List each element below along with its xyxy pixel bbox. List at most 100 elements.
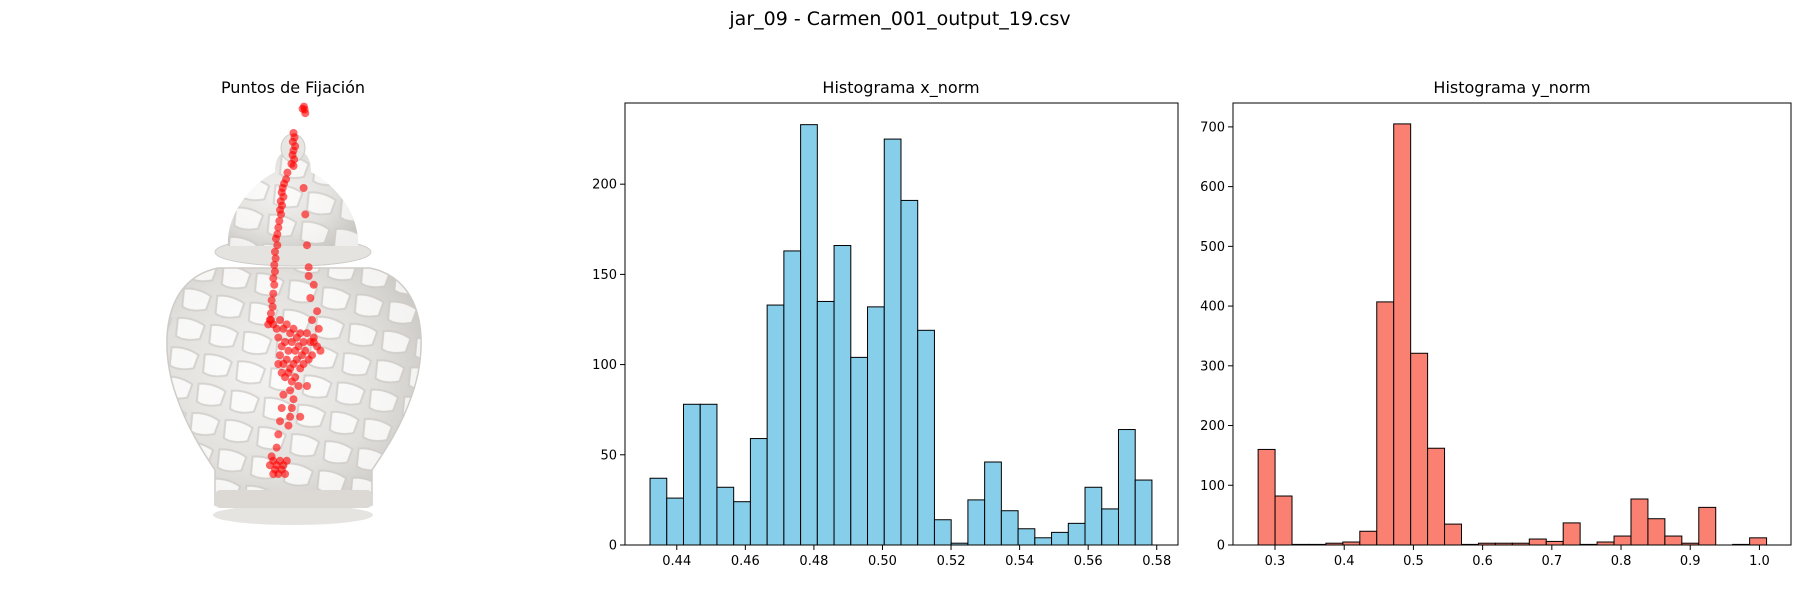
histogram-x-bar <box>682 403 701 546</box>
histogram-y-xtick-label: 0.5 <box>1403 554 1424 569</box>
histogram-y-ytick-label: 100 <box>1200 479 1225 494</box>
fixation-point <box>281 338 290 346</box>
histogram-x-title: Histograma x_norm <box>822 78 979 98</box>
fixation-point <box>294 342 303 351</box>
fixation-point <box>277 210 286 219</box>
histogram-y-bar <box>1257 448 1276 546</box>
fixation-point <box>266 309 275 318</box>
fixation-point <box>289 162 298 170</box>
histogram-y-bar <box>1630 498 1649 546</box>
histogram-y-ytick-label: 600 <box>1200 180 1225 195</box>
histogram-x-bar <box>783 250 802 546</box>
fixation-point <box>302 329 311 338</box>
fixation-point <box>291 373 300 382</box>
histogram-y-bar <box>1444 523 1463 546</box>
histogram-y-bar <box>1410 352 1429 546</box>
fixation-point <box>282 355 291 364</box>
fixation-point <box>270 247 279 256</box>
fixation-point <box>296 412 305 421</box>
histogram-x-xtick-label: 0.52 <box>937 554 966 569</box>
histogram-y-bar <box>1274 495 1293 546</box>
histogram-x-bar <box>900 199 919 546</box>
histogram-y-panel: Histograma y_norm 0.3 0.4 0.5 0.6 0.7 0.8 0.9 1… <box>1200 78 1792 569</box>
fixation-point <box>304 272 313 280</box>
histogram-y-bar <box>1562 522 1581 546</box>
histogram-x-bar <box>816 300 835 546</box>
histogram-x-bar <box>1084 486 1103 546</box>
fixation-point <box>272 324 281 333</box>
histogram-x-bar <box>917 329 935 546</box>
histogram-x-bar <box>1101 508 1119 546</box>
fixation-point <box>294 382 303 390</box>
histogram-x-ytick-label: 50 <box>600 448 617 463</box>
histogram-x-bar <box>716 486 735 546</box>
histogram-x-bar <box>1051 531 1069 546</box>
histogram-x-bar <box>1034 537 1053 546</box>
fixation-point <box>265 461 274 470</box>
fixation-point <box>267 296 276 305</box>
fixation-point <box>283 168 292 177</box>
fixation-point <box>299 184 308 192</box>
fixation-point <box>277 404 286 412</box>
histogram-y-bar <box>1698 506 1717 546</box>
fixation-point <box>292 355 301 364</box>
fixation-point <box>276 316 285 324</box>
histogram-x-ytick-label: 200 <box>592 178 617 193</box>
fixation-point <box>275 217 284 225</box>
histogram-x-bar <box>1117 429 1136 546</box>
fixation-point <box>274 360 283 368</box>
histogram-x-ytick-label: 0 <box>609 539 617 554</box>
fixation-point <box>309 280 318 289</box>
histogram-y-ytick-label: 400 <box>1200 300 1225 315</box>
fixation-point <box>276 417 285 426</box>
fixation-point <box>287 404 296 412</box>
histogram-y-xtick-label: 0.8 <box>1611 554 1632 569</box>
histogram-x-bar <box>649 477 668 546</box>
fixation-point <box>308 351 317 360</box>
histogram-x-axes: 0.44 0.46 0.48 0.50 0.52 0.54 0.56 0.58 0 50 100 15… <box>592 102 1179 569</box>
histogram-x-xtick-label: 0.48 <box>799 554 828 569</box>
histogram-x-bar <box>1134 479 1153 546</box>
fixation-point <box>269 289 278 298</box>
histogram-y-bar <box>1528 538 1547 546</box>
fixation-point <box>281 470 290 478</box>
fixation-point <box>284 421 293 430</box>
fixation-point <box>301 210 310 219</box>
histogram-x-bar <box>800 124 818 546</box>
fixation-panel: Puntos de Fijación <box>166 78 422 525</box>
fixation-point <box>304 263 313 272</box>
histogram-y-bar <box>1647 518 1666 546</box>
fixation-point <box>299 360 308 368</box>
histogram-x-bar <box>967 499 986 546</box>
histogram-x-bar <box>749 438 768 546</box>
fixation-point <box>279 390 288 399</box>
fixation-point <box>302 382 311 390</box>
fixation-point <box>316 346 325 355</box>
fixation-point <box>274 223 283 232</box>
histogram-y-ytick-label: 300 <box>1200 359 1225 374</box>
fixation-point <box>272 443 281 452</box>
fixation-panel-title: Puntos de Fijación <box>221 78 365 97</box>
fixation-point <box>274 333 283 342</box>
histogram-y-bar <box>1749 537 1768 546</box>
histogram-x-xtick-label: 0.54 <box>1005 554 1034 569</box>
fixation-point <box>287 338 296 346</box>
histogram-x-bar <box>1000 510 1019 546</box>
fixation-point <box>271 234 280 243</box>
fixation-point <box>306 294 315 302</box>
ginger-jar-image <box>166 133 422 525</box>
figure-suptitle: jar_09 - Carmen_001_output_19.csv <box>729 8 1071 30</box>
histogram-x-bar <box>699 403 718 546</box>
fixation-point <box>269 274 278 283</box>
histogram-x-bar <box>883 138 902 546</box>
fixation-point <box>314 324 323 333</box>
fixation-point <box>270 280 279 289</box>
histogram-y-bars <box>1257 123 1768 546</box>
histogram-y-title: Histograma y_norm <box>1433 78 1590 98</box>
histogram-x-bar <box>984 461 1002 546</box>
histogram-x-bar <box>867 306 885 546</box>
histogram-x-bar <box>666 497 684 546</box>
fixation-point <box>296 329 305 338</box>
